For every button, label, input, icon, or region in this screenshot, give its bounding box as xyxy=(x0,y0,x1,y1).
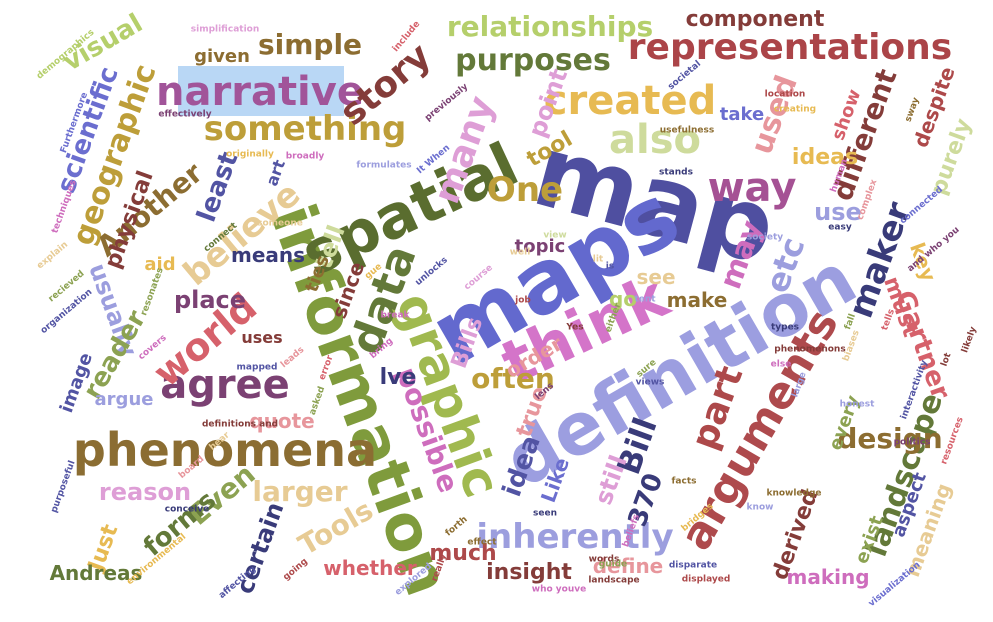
cloud-word: Yes xyxy=(566,322,584,333)
cloud-word: definitions and xyxy=(201,419,279,430)
cloud-word: component xyxy=(685,7,825,32)
cloud-word: guide xyxy=(598,559,628,570)
cloud-word: types xyxy=(770,322,800,333)
cloud-word: formulates xyxy=(356,160,412,171)
cloud-word: reason xyxy=(98,478,192,506)
cloud-word: well xyxy=(509,247,531,258)
cloud-word: argue xyxy=(94,389,154,410)
cloud-word: much xyxy=(429,541,497,566)
cloud-word: biases xyxy=(841,328,862,363)
cloud-word: One xyxy=(486,170,564,210)
cloud-word: conceive xyxy=(164,504,210,515)
cloud-word: whether xyxy=(323,556,417,580)
cloud-word: uses xyxy=(241,328,283,347)
cloud-word: mapped xyxy=(236,362,278,373)
cloud-word: agree xyxy=(160,362,290,408)
cloud-word: often xyxy=(471,362,555,395)
cloud-word: going xyxy=(281,556,310,583)
cloud-word: landscape xyxy=(588,575,640,586)
cloud-word: politics xyxy=(893,437,931,448)
cloud-word: tent xyxy=(634,294,656,305)
cloud-word: purposes xyxy=(455,43,611,78)
cloud-word: originally xyxy=(226,149,274,160)
cloud-word: something xyxy=(203,109,407,149)
cloud-word: use xyxy=(814,198,862,226)
cloud-word: who youve xyxy=(531,584,587,595)
cloud-word: leads xyxy=(279,345,307,371)
cloud-word: broadly xyxy=(285,151,325,162)
cloud-word: phenomena xyxy=(72,423,378,477)
cloud-word: given xyxy=(194,46,250,67)
cloud-word: stands xyxy=(659,167,693,178)
cloud-word: lot xyxy=(939,351,954,368)
cloud-word: make xyxy=(666,288,728,312)
cloud-word: created xyxy=(543,78,717,124)
cloud-word: break xyxy=(380,310,410,321)
cloud-word: usefulness xyxy=(659,125,715,136)
cloud-word: see xyxy=(636,265,676,289)
cloud-word: take xyxy=(719,104,765,125)
cloud-word: narrative xyxy=(156,69,364,115)
cloud-word: relationships xyxy=(446,10,654,43)
cloud-word: Andreas xyxy=(49,561,143,585)
cloud-word: larger xyxy=(252,475,348,508)
cloud-word: someone xyxy=(257,218,303,229)
cloud-word: simple xyxy=(257,28,363,61)
cloud-word: aid xyxy=(144,254,176,275)
cloud-word: creating xyxy=(773,104,817,115)
cloud-word: else xyxy=(770,359,792,370)
cloud-word: lit xyxy=(592,254,604,265)
cloud-word: ideas xyxy=(791,145,859,170)
cloud-word: making xyxy=(786,565,870,589)
cloud-word: inherently xyxy=(476,517,674,557)
cloud-word: location xyxy=(764,89,806,100)
cloud-word: way xyxy=(707,165,797,211)
cloud-word: also xyxy=(609,117,701,163)
cloud-word: society xyxy=(746,232,784,243)
cloud-word: design xyxy=(837,422,943,455)
cloud-word: topic xyxy=(514,236,566,257)
cloud-word: forth xyxy=(443,514,470,539)
cloud-word: knowledge xyxy=(766,488,822,499)
word-highlight xyxy=(178,66,344,116)
cloud-word: simplification xyxy=(190,24,260,35)
cloud-word: is xyxy=(605,261,615,272)
cloud-word: view xyxy=(543,230,567,241)
cloud-word: means xyxy=(230,243,306,267)
cloud-word: define xyxy=(592,554,664,578)
cloud-word: words xyxy=(588,554,620,565)
cloud-word: quote xyxy=(249,409,315,433)
cloud-word: easy xyxy=(828,222,852,233)
cloud-word: job xyxy=(515,295,531,306)
cloud-word: representations xyxy=(627,27,953,68)
cloud-word: seen xyxy=(533,508,557,519)
cloud-word: honest xyxy=(839,399,875,410)
cloud-word: likely xyxy=(960,325,979,355)
cloud-word: explain xyxy=(35,239,71,272)
cloud-word: facts xyxy=(671,476,697,487)
cloud-word: visualization xyxy=(866,560,923,610)
cloud-word: purposeful xyxy=(49,459,78,515)
cloud-word: disparate xyxy=(668,560,718,571)
cloud-word: views xyxy=(635,377,665,388)
cloud-word: effectively xyxy=(158,109,212,120)
cloud-word: effect xyxy=(467,537,497,548)
cloud-word: phenomenons xyxy=(774,344,846,355)
cloud-word: go xyxy=(608,287,638,311)
cloud-word: know xyxy=(746,502,774,513)
cloud-word: place xyxy=(173,286,247,314)
cloud-word: displayed xyxy=(681,574,731,585)
cloud-word: resources xyxy=(939,415,966,466)
cloud-word: lve xyxy=(379,365,417,390)
cloud-word: insight xyxy=(486,560,572,585)
